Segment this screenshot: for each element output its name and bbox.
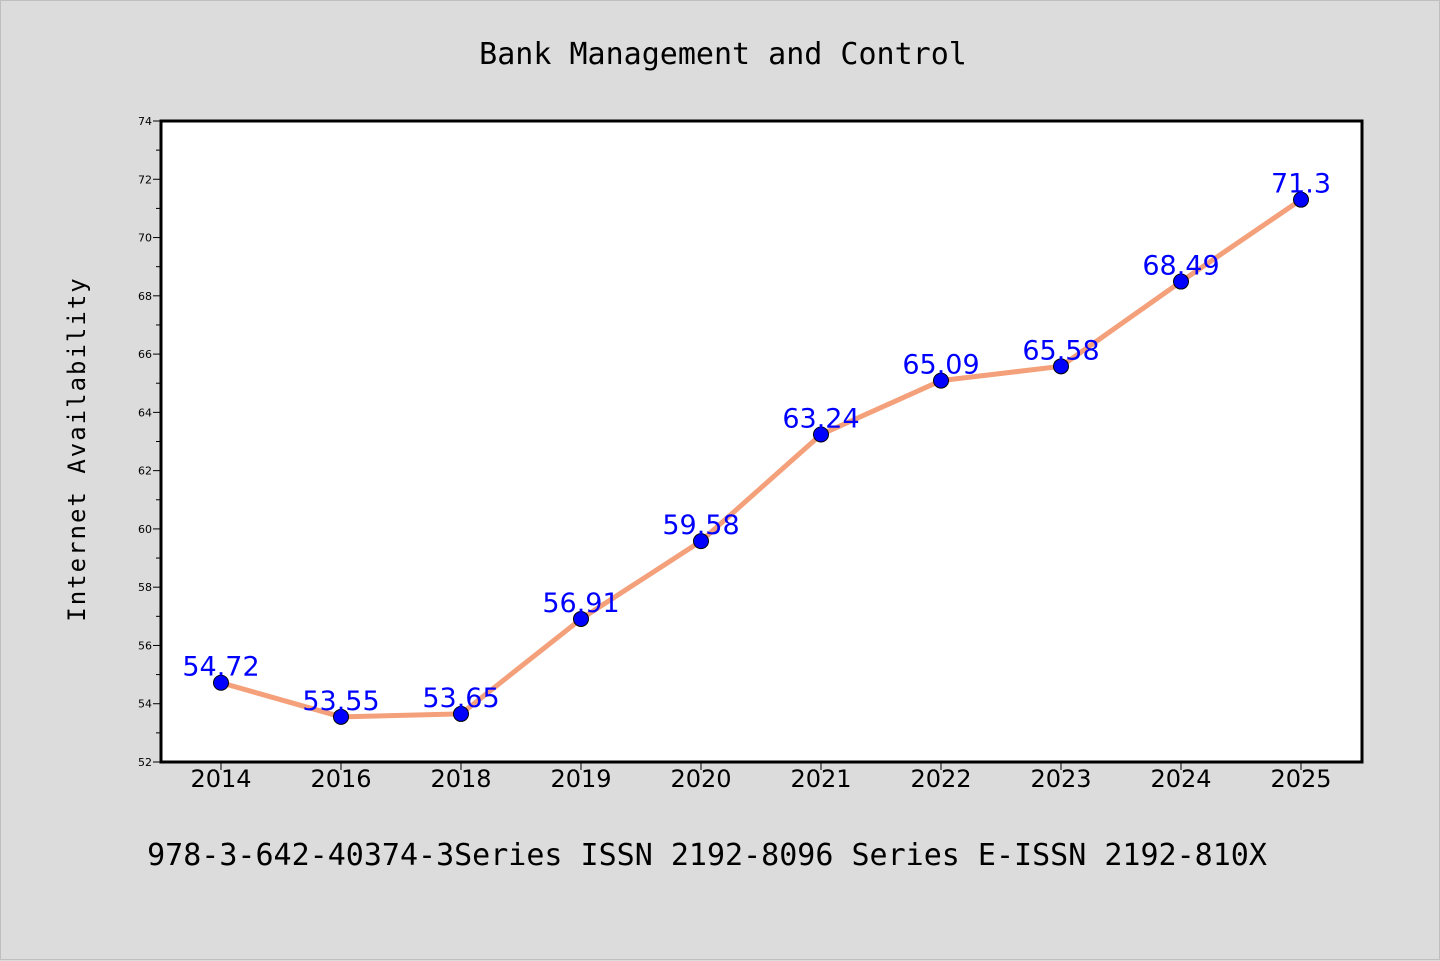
data-point-marker [573, 610, 589, 627]
data-point-marker [1173, 273, 1189, 290]
data-point-marker [453, 705, 469, 722]
y-tick-label: 62 [138, 465, 152, 478]
data-point-marker [1053, 358, 1069, 375]
y-tick-label: 54 [138, 698, 152, 711]
x-tick-label: 2025 [1270, 765, 1331, 793]
data-point-marker [333, 708, 349, 725]
x-tick-label: 2018 [430, 765, 491, 793]
y-tick-label: 66 [138, 348, 152, 361]
y-tick-label: 56 [138, 639, 152, 652]
x-tick-label: 2016 [310, 765, 371, 793]
x-tick-label: 2019 [550, 765, 611, 793]
x-tick-label: 2023 [1030, 765, 1091, 793]
x-tick-label: 2014 [190, 765, 251, 793]
y-tick-label: 72 [138, 173, 152, 186]
data-point-marker [1293, 191, 1309, 208]
data-label: 56.91 [542, 588, 619, 619]
x-axis: 2014 2016 2018 2019 2020 2021 2022 2023 2024 2025 [190, 762, 1332, 793]
plot-area [159, 119, 1364, 764]
y-tick-label: 58 [138, 581, 152, 594]
y-axis-label: Internet Availability [63, 276, 91, 621]
data-point-marker [813, 426, 829, 443]
y-axis: 52 54 56 58 60 62 64 66 68 70 72 74 [138, 115, 161, 769]
y-tick-label: 52 [138, 756, 152, 769]
y-tick-label: 60 [138, 523, 152, 536]
data-label: 59.58 [662, 510, 739, 541]
data-markers [213, 191, 1309, 725]
x-tick-label: 2024 [1150, 765, 1211, 793]
data-label: 63.24 [782, 404, 859, 435]
data-label: 65.09 [902, 350, 979, 381]
chart-title: Bank Management and Control [479, 37, 967, 72]
data-point-marker [693, 533, 709, 550]
y-tick-label: 74 [138, 115, 152, 128]
x-tick-label: 2020 [670, 765, 731, 793]
data-label: 53.55 [302, 686, 379, 717]
x-tick-label: 2021 [790, 765, 851, 793]
y-tick-label: 70 [138, 232, 152, 245]
data-label: 53.65 [422, 683, 499, 714]
data-label: 71.3 [1271, 169, 1331, 200]
data-point-marker [933, 372, 949, 389]
x-tick-label: 2022 [910, 765, 971, 793]
y-tick-label: 64 [138, 406, 152, 419]
footer-isbn-issn: 978-3-642-40374-3Series ISSN 2192-8096 S… [147, 838, 1267, 873]
y-tick-label: 68 [138, 290, 152, 303]
data-label: 68.49 [1142, 251, 1219, 282]
data-point-marker [213, 674, 229, 691]
data-labels: 54.72 53.55 53.65 56.91 59.58 63.24 65.09 65.58… [182, 169, 1331, 717]
series-line [218, 197, 1304, 720]
data-label: 65.58 [1022, 335, 1099, 366]
data-label: 54.72 [182, 652, 259, 683]
